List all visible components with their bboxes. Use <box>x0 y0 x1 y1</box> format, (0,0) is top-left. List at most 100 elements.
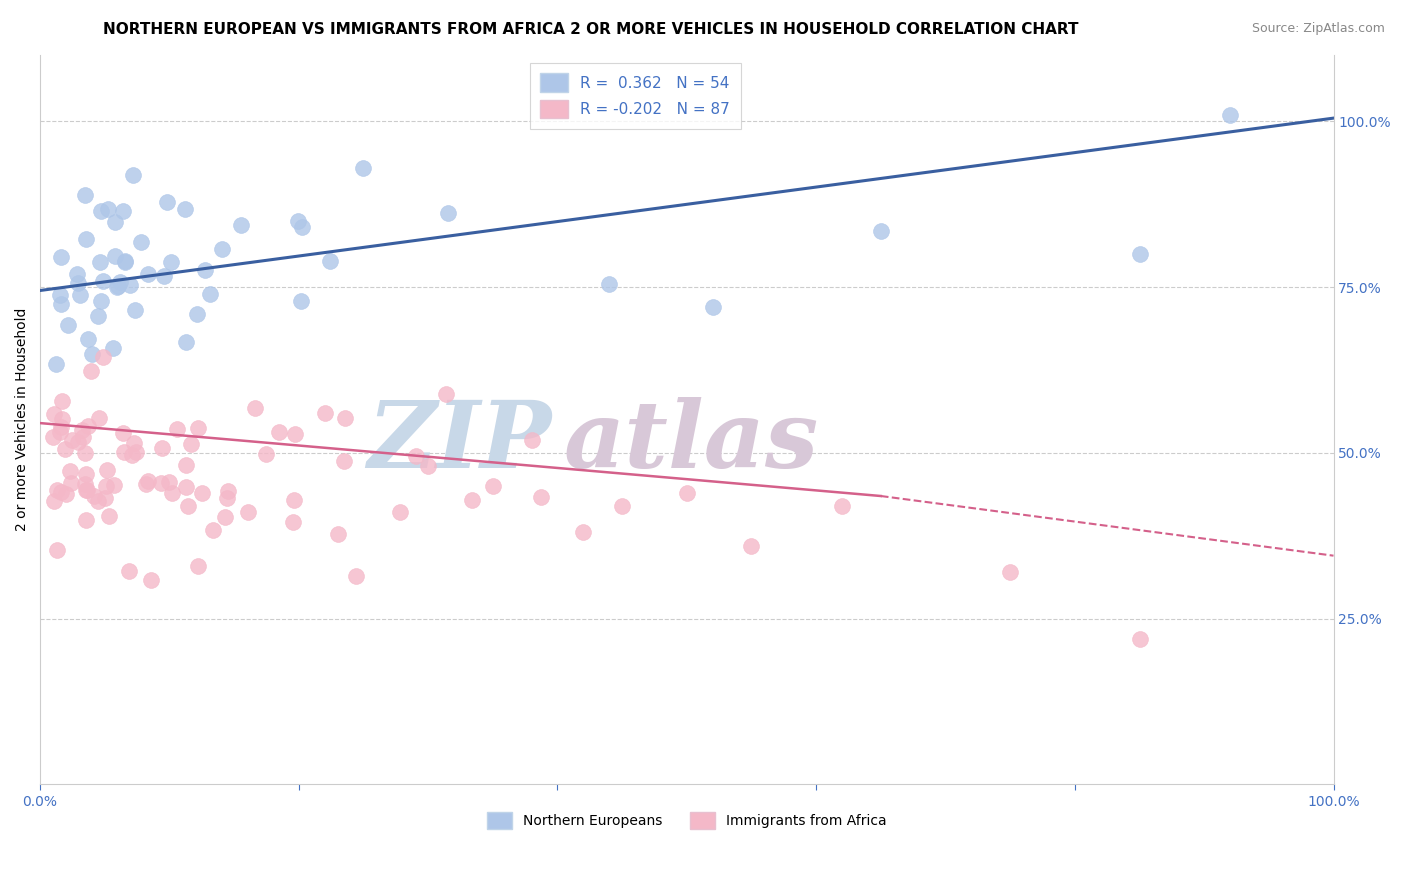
Point <box>333 454 356 468</box>
Point <box>76 232 98 246</box>
Point <box>111 203 134 218</box>
Point <box>269 425 291 439</box>
Point <box>45 357 67 371</box>
Point <box>76 483 98 497</box>
Point <box>129 235 152 250</box>
Point <box>72 430 94 444</box>
Point <box>51 485 73 500</box>
Point <box>91 274 114 288</box>
Point <box>405 449 427 463</box>
Text: ZIP: ZIP <box>367 397 551 487</box>
Point <box>1128 247 1150 261</box>
Point <box>97 202 120 216</box>
Point <box>66 276 89 290</box>
Point <box>73 446 96 460</box>
Point <box>211 242 233 256</box>
Point <box>156 195 179 210</box>
Point <box>998 566 1021 580</box>
Point <box>245 401 267 415</box>
Point <box>105 279 128 293</box>
Point <box>869 224 891 238</box>
Point <box>434 387 457 401</box>
Point <box>114 254 136 268</box>
Point <box>291 220 314 235</box>
Point <box>481 479 503 493</box>
Point <box>51 412 73 426</box>
Point <box>333 411 356 425</box>
Point <box>93 491 115 505</box>
Point <box>108 276 131 290</box>
Point <box>344 568 367 582</box>
Point <box>80 364 103 378</box>
Point <box>51 394 73 409</box>
Point <box>319 254 342 268</box>
Point <box>91 350 114 364</box>
Point <box>70 423 93 437</box>
Point <box>173 202 195 216</box>
Point <box>284 427 307 442</box>
Point <box>702 300 724 314</box>
Point <box>572 525 595 540</box>
Point <box>44 493 66 508</box>
Text: Source: ZipAtlas.com: Source: ZipAtlas.com <box>1251 22 1385 36</box>
Point <box>1219 108 1241 122</box>
Point <box>51 250 73 264</box>
Point <box>740 539 762 553</box>
Point <box>118 564 141 578</box>
Text: NORTHERN EUROPEAN VS IMMIGRANTS FROM AFRICA 2 OR MORE VEHICLES IN HOUSEHOLD CORR: NORTHERN EUROPEAN VS IMMIGRANTS FROM AFR… <box>103 22 1078 37</box>
Point <box>831 499 853 513</box>
Point <box>75 513 97 527</box>
Point <box>107 278 129 293</box>
Point <box>96 463 118 477</box>
Point <box>153 268 176 283</box>
Point <box>114 255 136 269</box>
Point <box>56 318 79 333</box>
Point <box>157 475 180 489</box>
Point <box>174 458 197 472</box>
Point <box>314 406 336 420</box>
Point <box>135 477 157 491</box>
Point <box>90 203 112 218</box>
Point <box>104 215 127 229</box>
Point <box>112 445 135 459</box>
Point <box>166 422 188 436</box>
Point <box>124 302 146 317</box>
Point <box>162 485 184 500</box>
Point <box>180 436 202 450</box>
Point <box>87 494 110 508</box>
Point <box>231 219 253 233</box>
Point <box>122 168 145 182</box>
Point <box>118 277 141 292</box>
Point <box>136 267 159 281</box>
Point <box>174 479 197 493</box>
Point <box>77 332 100 346</box>
Point <box>46 543 69 558</box>
Point <box>66 268 89 282</box>
Point <box>80 346 103 360</box>
Point <box>283 493 305 508</box>
Point <box>55 486 77 500</box>
Point <box>49 296 72 310</box>
Point <box>112 426 135 441</box>
Point <box>87 410 110 425</box>
Point <box>418 459 440 474</box>
Point <box>90 294 112 309</box>
Point <box>598 277 620 291</box>
Point <box>42 407 65 421</box>
Point <box>326 527 349 541</box>
Point <box>87 309 110 323</box>
Point <box>187 421 209 435</box>
Point <box>186 307 208 321</box>
Point <box>254 447 277 461</box>
Point <box>122 435 145 450</box>
Point <box>177 500 200 514</box>
Point <box>437 206 460 220</box>
Point <box>150 475 173 490</box>
Point <box>675 485 697 500</box>
Point <box>191 486 214 500</box>
Legend: Northern Europeans, Immigrants from Africa: Northern Europeans, Immigrants from Afri… <box>479 805 894 836</box>
Point <box>236 506 259 520</box>
Point <box>75 483 97 498</box>
Point <box>83 489 105 503</box>
Point <box>103 478 125 492</box>
